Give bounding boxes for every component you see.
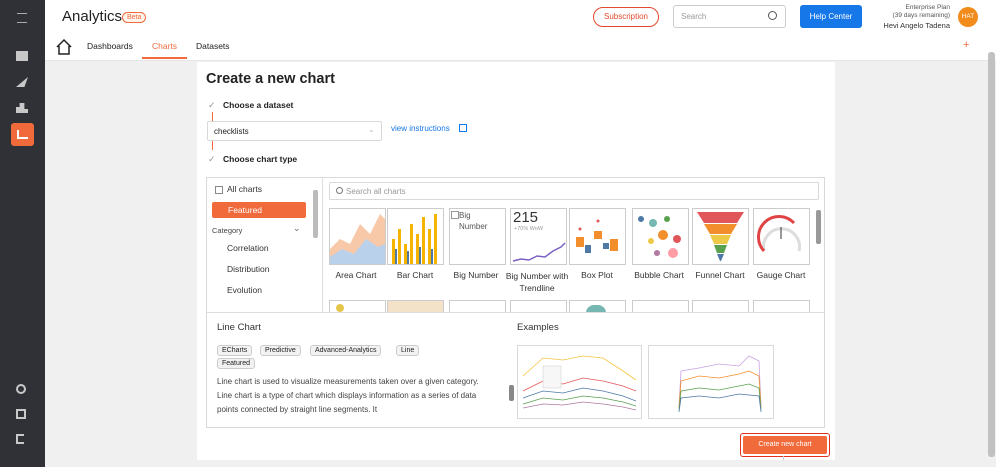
tag: ECharts [217,345,253,356]
step-label: Choose chart type [223,154,298,164]
tile-scrollbar[interactable] [816,210,821,244]
dataset-select[interactable]: checklists ⌄ [207,121,382,141]
chart-search-placeholder: Search all charts [346,187,406,196]
list-scrollbar[interactable] [313,190,318,238]
nav-tab[interactable]: Dashboards [87,41,133,51]
trend-change: +70% WoW [514,226,544,232]
tile-label: Big Number [453,270,499,280]
dataset-value: checklists [214,127,249,136]
tile-label: Bubble Chart [634,270,684,280]
tile-label: Bar Chart [396,270,434,280]
menu-icon[interactable] [17,13,27,23]
tile-label: Big Number with Trendline [505,271,569,293]
explore-icon[interactable] [16,77,28,87]
select-arrow: ⌄ [368,125,375,134]
list-item[interactable]: Correlation [227,243,269,253]
logout-icon[interactable] [16,434,24,444]
description: Line chart is used to visualize measurem… [217,377,479,414]
chart-picker: All charts Featured Category ⌄ Correlati… [206,177,825,428]
user-name: Hevi Angelo Tadena [883,21,950,30]
tile-label: Area Chart [335,270,377,280]
panel-title: Create a new chart [206,71,335,87]
plan: Enterprise Plan [905,4,950,11]
top-bar: Analytics Beta Subscription Search Help … [45,0,996,36]
sidebar [0,0,45,467]
list-item[interactable]: Evolution [227,285,262,295]
nav-tab-active[interactable]: Charts [142,35,188,59]
page-scrollbar[interactable] [988,52,995,457]
resize-handle [783,456,784,460]
instructions-link[interactable]: view instructions [391,124,450,133]
search-placeholder: Search [681,12,707,21]
list-item[interactable]: All charts [227,184,262,194]
home-icon[interactable] [55,38,73,55]
tag: Line [396,345,420,356]
create-button[interactable]: Create new chart [743,436,827,454]
charts-icon-active[interactable] [11,123,34,146]
check-icon: ✓ [208,100,216,110]
tag: Predictive [260,345,301,356]
tile-label: Gauge Chart [756,270,806,280]
tile-label: Box Plot [581,270,613,280]
divider [207,312,824,313]
tag: Advanced-Analytics [310,345,382,356]
add-icon[interactable]: + [963,39,970,51]
nav-bar: Dashboards Charts Datasets + [45,35,996,61]
chart-tile[interactable]: 215 +70% WoW [510,208,567,265]
examples-title: Examples [517,322,559,333]
chart-tile[interactable] [329,208,386,265]
tag: Featured [217,358,256,369]
subscription-button[interactable]: Subscription [593,7,659,27]
button-focus-ring: Create new chart [740,433,830,457]
example-image [517,345,642,419]
chart-tile[interactable] [632,208,689,265]
tile-label: Funnel Chart [695,270,745,280]
category-heading: Category [212,226,243,235]
dashboard-icon[interactable] [16,51,28,61]
tile-row-partial [329,300,817,312]
search-icon [768,11,777,20]
plan-remaining: (39 days remaining) [892,12,950,19]
chart-tile[interactable] [692,208,749,265]
category-list: All charts Featured Category ⌄ Correlati… [207,178,323,312]
sql-icon[interactable] [16,103,28,113]
external-icon [459,124,467,132]
help-button[interactable]: Help Center [800,5,862,28]
image-alt: Big Number [459,211,488,231]
chart-tile[interactable] [569,208,626,265]
avatar[interactable]: HAT [958,7,978,27]
package-icon[interactable] [16,409,26,419]
featured-label: Featured [228,205,263,215]
check-icon: ✓ [208,154,216,164]
chart-tile[interactable] [387,208,444,265]
detail-title: Line Chart [217,322,261,333]
beta-badge: Beta [122,12,147,23]
search-box[interactable]: Search [673,5,786,28]
app-title: Analytics [62,8,123,25]
list-item[interactable]: Distribution [227,264,270,274]
settings-icon[interactable] [16,384,26,394]
example-image [648,345,774,419]
description-scrollbar[interactable] [509,385,514,401]
trend-number: 215 [513,209,539,226]
step-label: Choose a dataset [223,100,294,110]
chart-search[interactable]: Search all charts [329,182,819,200]
chart-tile[interactable]: Big Number [449,208,506,265]
nav-tab[interactable]: Datasets [196,41,230,51]
collapse-icon[interactable]: ⌄ [293,223,301,233]
create-panel: Create a new chart ✓ Choose a dataset ch… [197,62,835,460]
chart-tile[interactable] [753,208,810,265]
list-item-active[interactable]: Featured [212,202,306,218]
